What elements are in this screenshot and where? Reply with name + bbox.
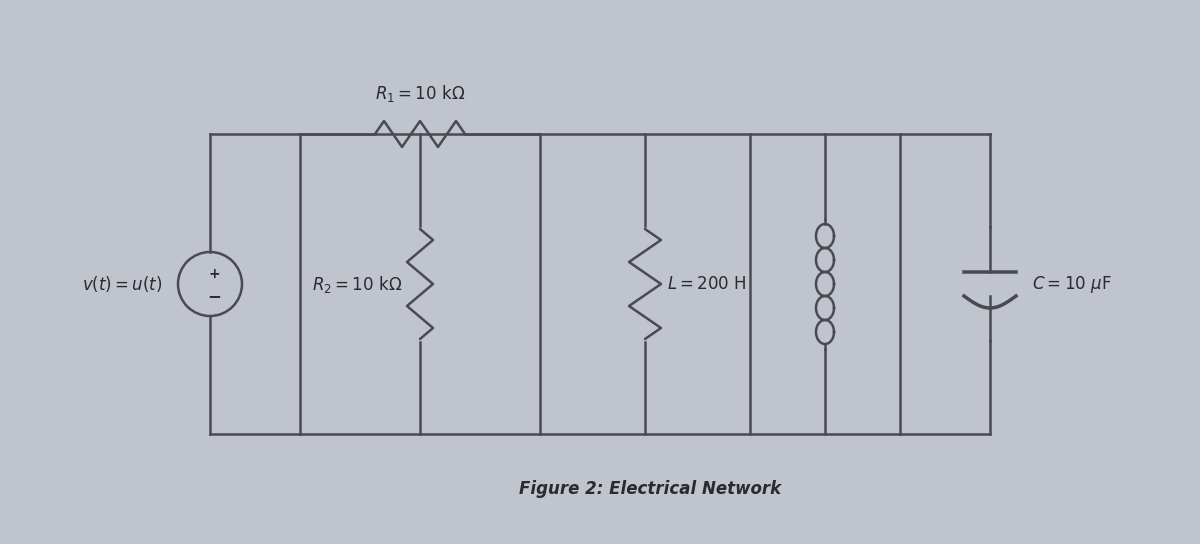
Text: −: − [208, 287, 221, 305]
Text: $R_2 = 10\ \mathrm{k\Omega}$: $R_2 = 10\ \mathrm{k\Omega}$ [312, 274, 402, 294]
Text: $v(t) = u(t)$: $v(t) = u(t)$ [82, 274, 162, 294]
Text: +: + [208, 267, 220, 281]
Text: $C = 10\ \mu\mathrm{F}$: $C = 10\ \mu\mathrm{F}$ [1032, 274, 1111, 294]
Text: $R_1 = 10\ \mathrm{k\Omega}$: $R_1 = 10\ \mathrm{k\Omega}$ [374, 83, 466, 104]
Text: Figure 2: Electrical Network: Figure 2: Electrical Network [518, 480, 781, 498]
Text: $L = 200\ \mathrm{H}$: $L = 200\ \mathrm{H}$ [667, 275, 746, 293]
Circle shape [178, 252, 242, 316]
